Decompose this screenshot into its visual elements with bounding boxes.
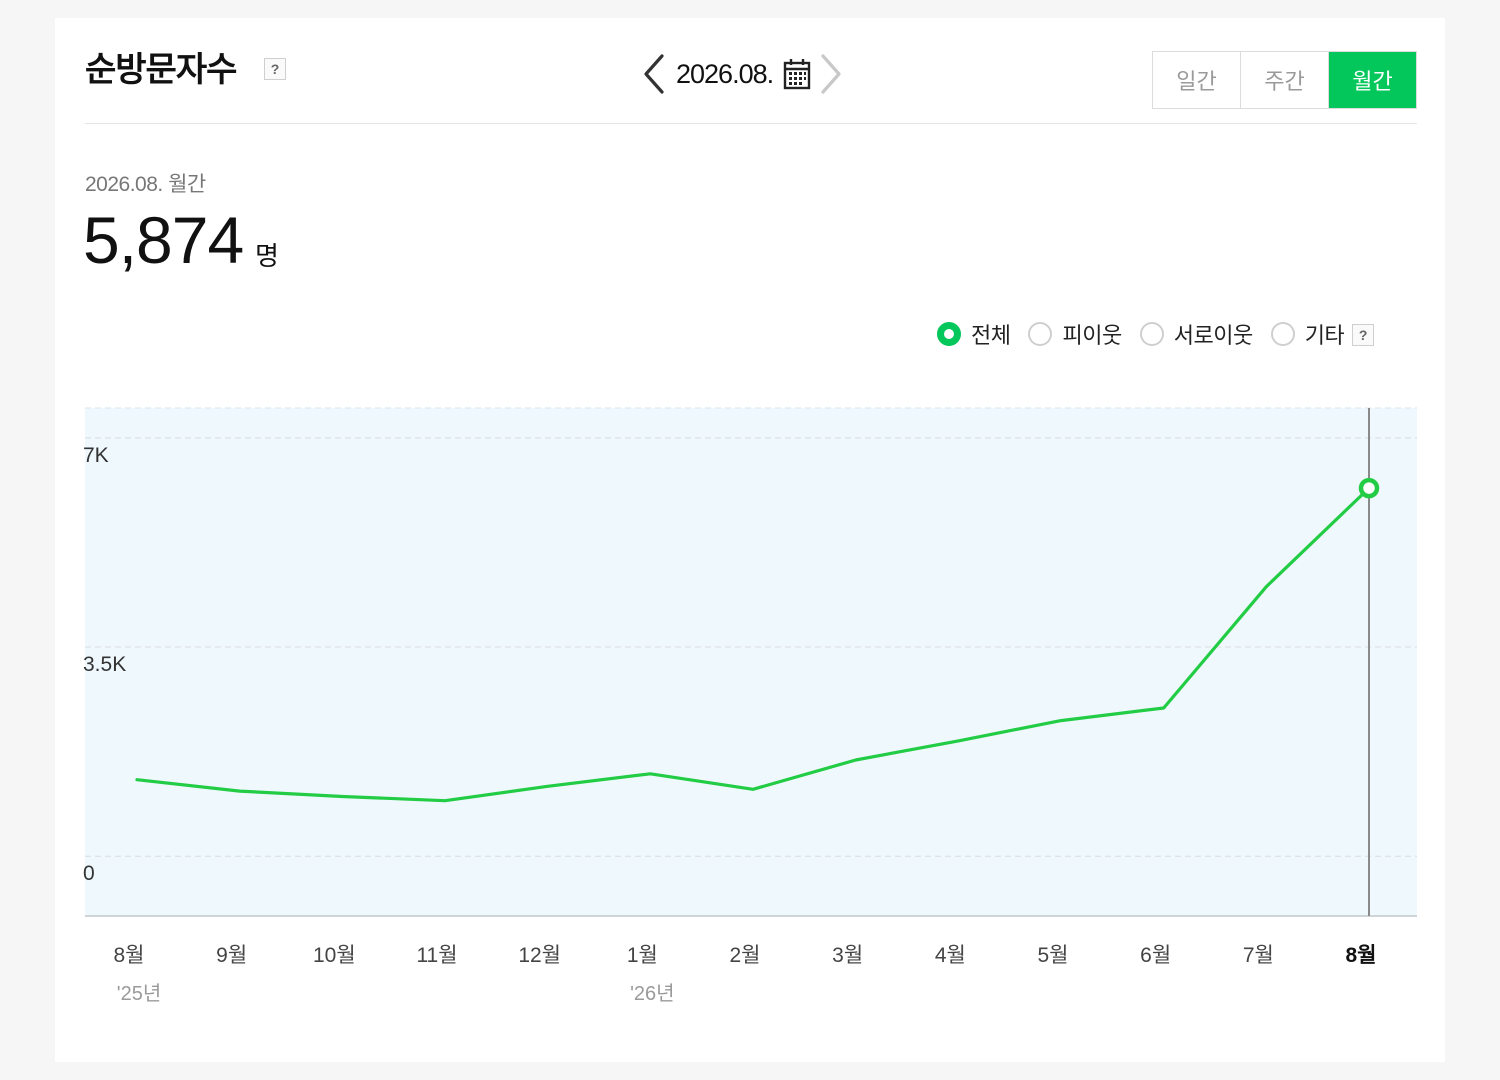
tab-weekly[interactable]: 주간 — [1241, 52, 1329, 108]
visitor-count: 5,874 — [83, 203, 244, 277]
x-tick-label: 10월 — [313, 944, 356, 967]
chevron-left-icon[interactable] — [640, 53, 670, 95]
filter-label: 전체 — [971, 323, 1011, 348]
chevron-right-icon[interactable] — [815, 53, 845, 95]
filter-label: 서로이웃 — [1173, 323, 1253, 348]
calendar-icon[interactable] — [783, 58, 811, 90]
x-tick-label: 2월 — [730, 944, 761, 967]
x-tick-label: 4월 — [935, 944, 966, 967]
x-tick-label: 11월 — [416, 944, 457, 967]
y-tick-label: 7K — [83, 444, 109, 467]
year-label: '26년 — [630, 982, 674, 1005]
x-tick-label: 12월 — [518, 944, 561, 967]
x-tick-label: 3월 — [832, 944, 863, 967]
x-tick-label: 8월 — [114, 944, 145, 967]
x-tick-label: 7월 — [1243, 944, 1274, 967]
radio-icon[interactable] — [1139, 322, 1164, 346]
y-tick-label: 3.5K — [83, 653, 126, 676]
x-tick-label: 6월 — [1140, 944, 1171, 967]
radio-icon[interactable] — [1028, 322, 1053, 346]
x-tick-label: 1월 — [627, 944, 658, 967]
x-tick-label: 8월 — [1346, 944, 1377, 967]
x-tick-label: 5월 — [1038, 944, 1069, 967]
y-tick-label: 0 — [83, 862, 95, 885]
visitor-unit: 명 — [255, 241, 279, 271]
radio-icon[interactable] — [1270, 322, 1295, 346]
page-title: 순방문자수 — [85, 51, 237, 89]
year-label: '25년 — [117, 982, 161, 1005]
tab-monthly[interactable]: 월간 — [1329, 52, 1416, 108]
tab-daily[interactable]: 일간 — [1153, 52, 1241, 108]
plot-area — [85, 408, 1417, 916]
filter-neighbor[interactable]: 피이웃 — [1028, 318, 1122, 350]
summary-period: 2026.08. 월간 — [85, 173, 206, 196]
filter-mutual-neighbor[interactable]: 서로이웃 — [1139, 318, 1253, 350]
series-line — [135, 486, 1371, 803]
help-icon[interactable]: ? — [264, 58, 286, 80]
radio-selected-icon[interactable] — [937, 322, 961, 346]
filter-all[interactable]: 전체 — [937, 318, 1011, 350]
help-icon[interactable]: ? — [1352, 324, 1375, 346]
current-period: 2026.08. — [676, 58, 774, 89]
period-tabs: 일간 주간 월간 — [1152, 51, 1417, 109]
x-tick-label: 9월 — [216, 944, 247, 967]
filter-other[interactable]: 기타 — [1270, 318, 1345, 350]
visitor-filter: 전체 피이웃 서로이웃 기타 ? — [937, 316, 1375, 352]
header-divider — [85, 123, 1417, 124]
date-navigator: 2026.08. — [640, 50, 845, 98]
filter-label: 피이웃 — [1062, 323, 1122, 348]
filter-label: 기타 — [1304, 323, 1345, 348]
data-point-highlight — [1358, 477, 1380, 499]
